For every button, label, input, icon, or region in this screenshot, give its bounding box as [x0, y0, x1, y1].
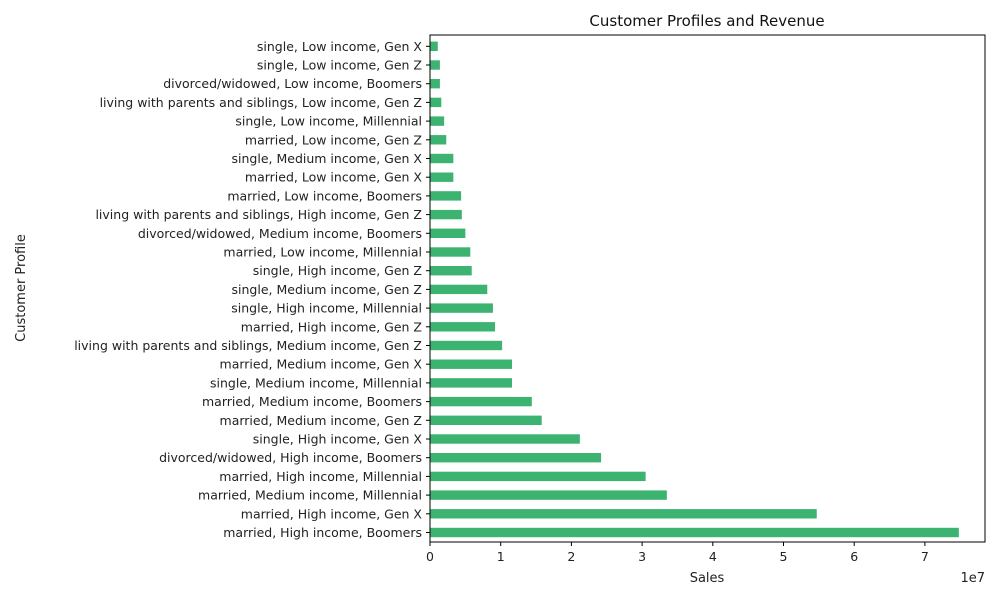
y-tick-label: married, High income, Gen Z: [241, 319, 422, 334]
bar: [430, 490, 667, 500]
y-tick-label: married, Low income, Gen Z: [245, 132, 422, 147]
y-axis-ticks: married, High income, Boomers married, Hi…: [74, 39, 430, 540]
bar: [430, 322, 496, 332]
bar: [430, 116, 445, 126]
bar: [430, 378, 513, 388]
y-tick-label: married, Medium income, Gen X: [220, 357, 423, 372]
x-tick-label: 5: [780, 549, 788, 564]
x-tick-label: 6: [850, 549, 858, 564]
y-tick-label: married, Low income, Millennial: [223, 245, 422, 260]
y-tick-label: living with parents and siblings, High i…: [95, 207, 422, 222]
x-tick-label: 4: [709, 549, 717, 564]
y-tick-label: single, Low income, Millennial: [235, 114, 422, 129]
y-axis-label: Customer Profile: [14, 234, 29, 342]
chart-title: Customer Profiles and Revenue: [589, 12, 824, 30]
y-tick-label: divorced/widowed, Medium income, Boomers: [138, 226, 422, 241]
x-tick-label: 7: [921, 549, 929, 564]
bar: [430, 266, 472, 276]
y-tick-label: married, Low income, Boomers: [227, 188, 422, 203]
y-tick-label: single, Medium income, Gen Z: [232, 282, 422, 297]
y-tick-label: married, Low income, Gen X: [245, 170, 423, 185]
x-axis-label: Sales: [690, 571, 725, 586]
bar: [430, 135, 447, 145]
bar: [430, 153, 454, 164]
plot-frame: [429, 34, 986, 543]
bar: [430, 191, 462, 201]
y-tick-label: married, High income, Millennial: [219, 469, 422, 484]
x-axis-ticks: 0 1 2 3 4 5 6 7: [426, 542, 929, 564]
bar: [430, 415, 542, 425]
y-tick-label: divorced/widowed, High income, Boomers: [159, 450, 422, 465]
bar: [430, 172, 454, 182]
x-tick-label: 3: [638, 549, 646, 564]
y-tick-label: living with parents and siblings, Medium…: [74, 338, 422, 353]
bar: [430, 284, 488, 295]
bar: [430, 434, 580, 444]
y-tick-label: living with parents and siblings, Low in…: [100, 95, 422, 110]
bar: [430, 396, 532, 407]
y-tick-label: divorced/widowed, Low income, Boomers: [163, 76, 422, 91]
x-tick-label: 1: [497, 549, 505, 564]
bar: [430, 303, 493, 313]
y-tick-label: married, Medium income, Millennial: [198, 488, 422, 503]
bars-group: [430, 41, 959, 538]
y-tick-label: single, Low income, Gen X: [257, 39, 423, 54]
bar: [430, 471, 646, 482]
bar: [430, 60, 440, 70]
bar: [430, 509, 817, 519]
y-tick-label: married, Medium income, Boomers: [202, 394, 422, 409]
y-tick-label: married, Medium income, Gen Z: [220, 413, 422, 428]
x-tick-label: 0: [426, 549, 434, 564]
y-tick-label: single, Low income, Gen Z: [257, 58, 422, 73]
bar: [430, 41, 438, 51]
y-tick-label: single, High income, Gen X: [253, 432, 423, 447]
y-tick-label: married, High income, Boomers: [223, 525, 422, 540]
x-tick-label: 2: [567, 549, 575, 564]
x-axis-scale-label: 1e7: [960, 571, 985, 586]
bar: [430, 340, 503, 351]
y-tick-label: single, High income, Millennial: [231, 301, 422, 316]
bar: [430, 228, 466, 238]
y-tick-label: single, Medium income, Millennial: [210, 375, 422, 390]
y-tick-label: single, Medium income, Gen X: [232, 151, 423, 166]
y-tick-label: single, High income, Gen Z: [253, 263, 422, 278]
bar: [430, 247, 471, 257]
bar: [430, 97, 442, 108]
y-tick-label: married, High income, Gen X: [241, 506, 423, 521]
bar: [430, 359, 513, 369]
bar: [430, 209, 462, 220]
bar: [430, 527, 959, 538]
bar: [430, 453, 602, 463]
bar: [430, 79, 440, 89]
